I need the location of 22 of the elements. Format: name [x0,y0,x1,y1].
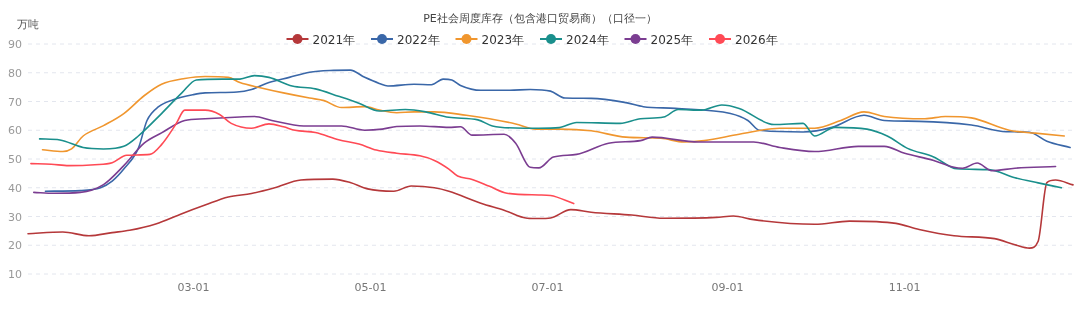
chart-title: PE社会周度库存（包含港口贸易商）（口径一） [423,12,657,25]
y-tick-label: 50 [8,153,22,166]
y-tick-label: 60 [8,124,22,138]
x-tick-label: 07-01 [531,281,564,294]
x-tick-label: 05-01 [354,281,387,294]
legend-label: 2022年 [397,32,440,47]
x-tick-label: 11-01 [888,281,921,294]
y-tick-label: 70 [8,95,22,109]
legend-label: 2024年 [566,32,609,47]
y-axis-title: 万吨 [17,18,39,31]
y-tick-label: 30 [8,210,22,224]
legend-label: 2021年 [312,32,356,47]
y-tick-label: 40 [8,181,22,195]
legend-label: 2026年 [735,32,778,47]
legend-label: 2023年 [481,32,525,47]
y-tick-label: 80 [8,66,22,80]
x-tick-label: 03-01 [177,281,210,294]
legend-label: 2025年 [650,32,694,47]
x-tick-label: 09-01 [711,281,744,294]
y-tick-label: 20 [8,239,22,253]
y-tick-label: 10 [8,268,22,281]
y-tick-label: 90 [8,38,22,51]
